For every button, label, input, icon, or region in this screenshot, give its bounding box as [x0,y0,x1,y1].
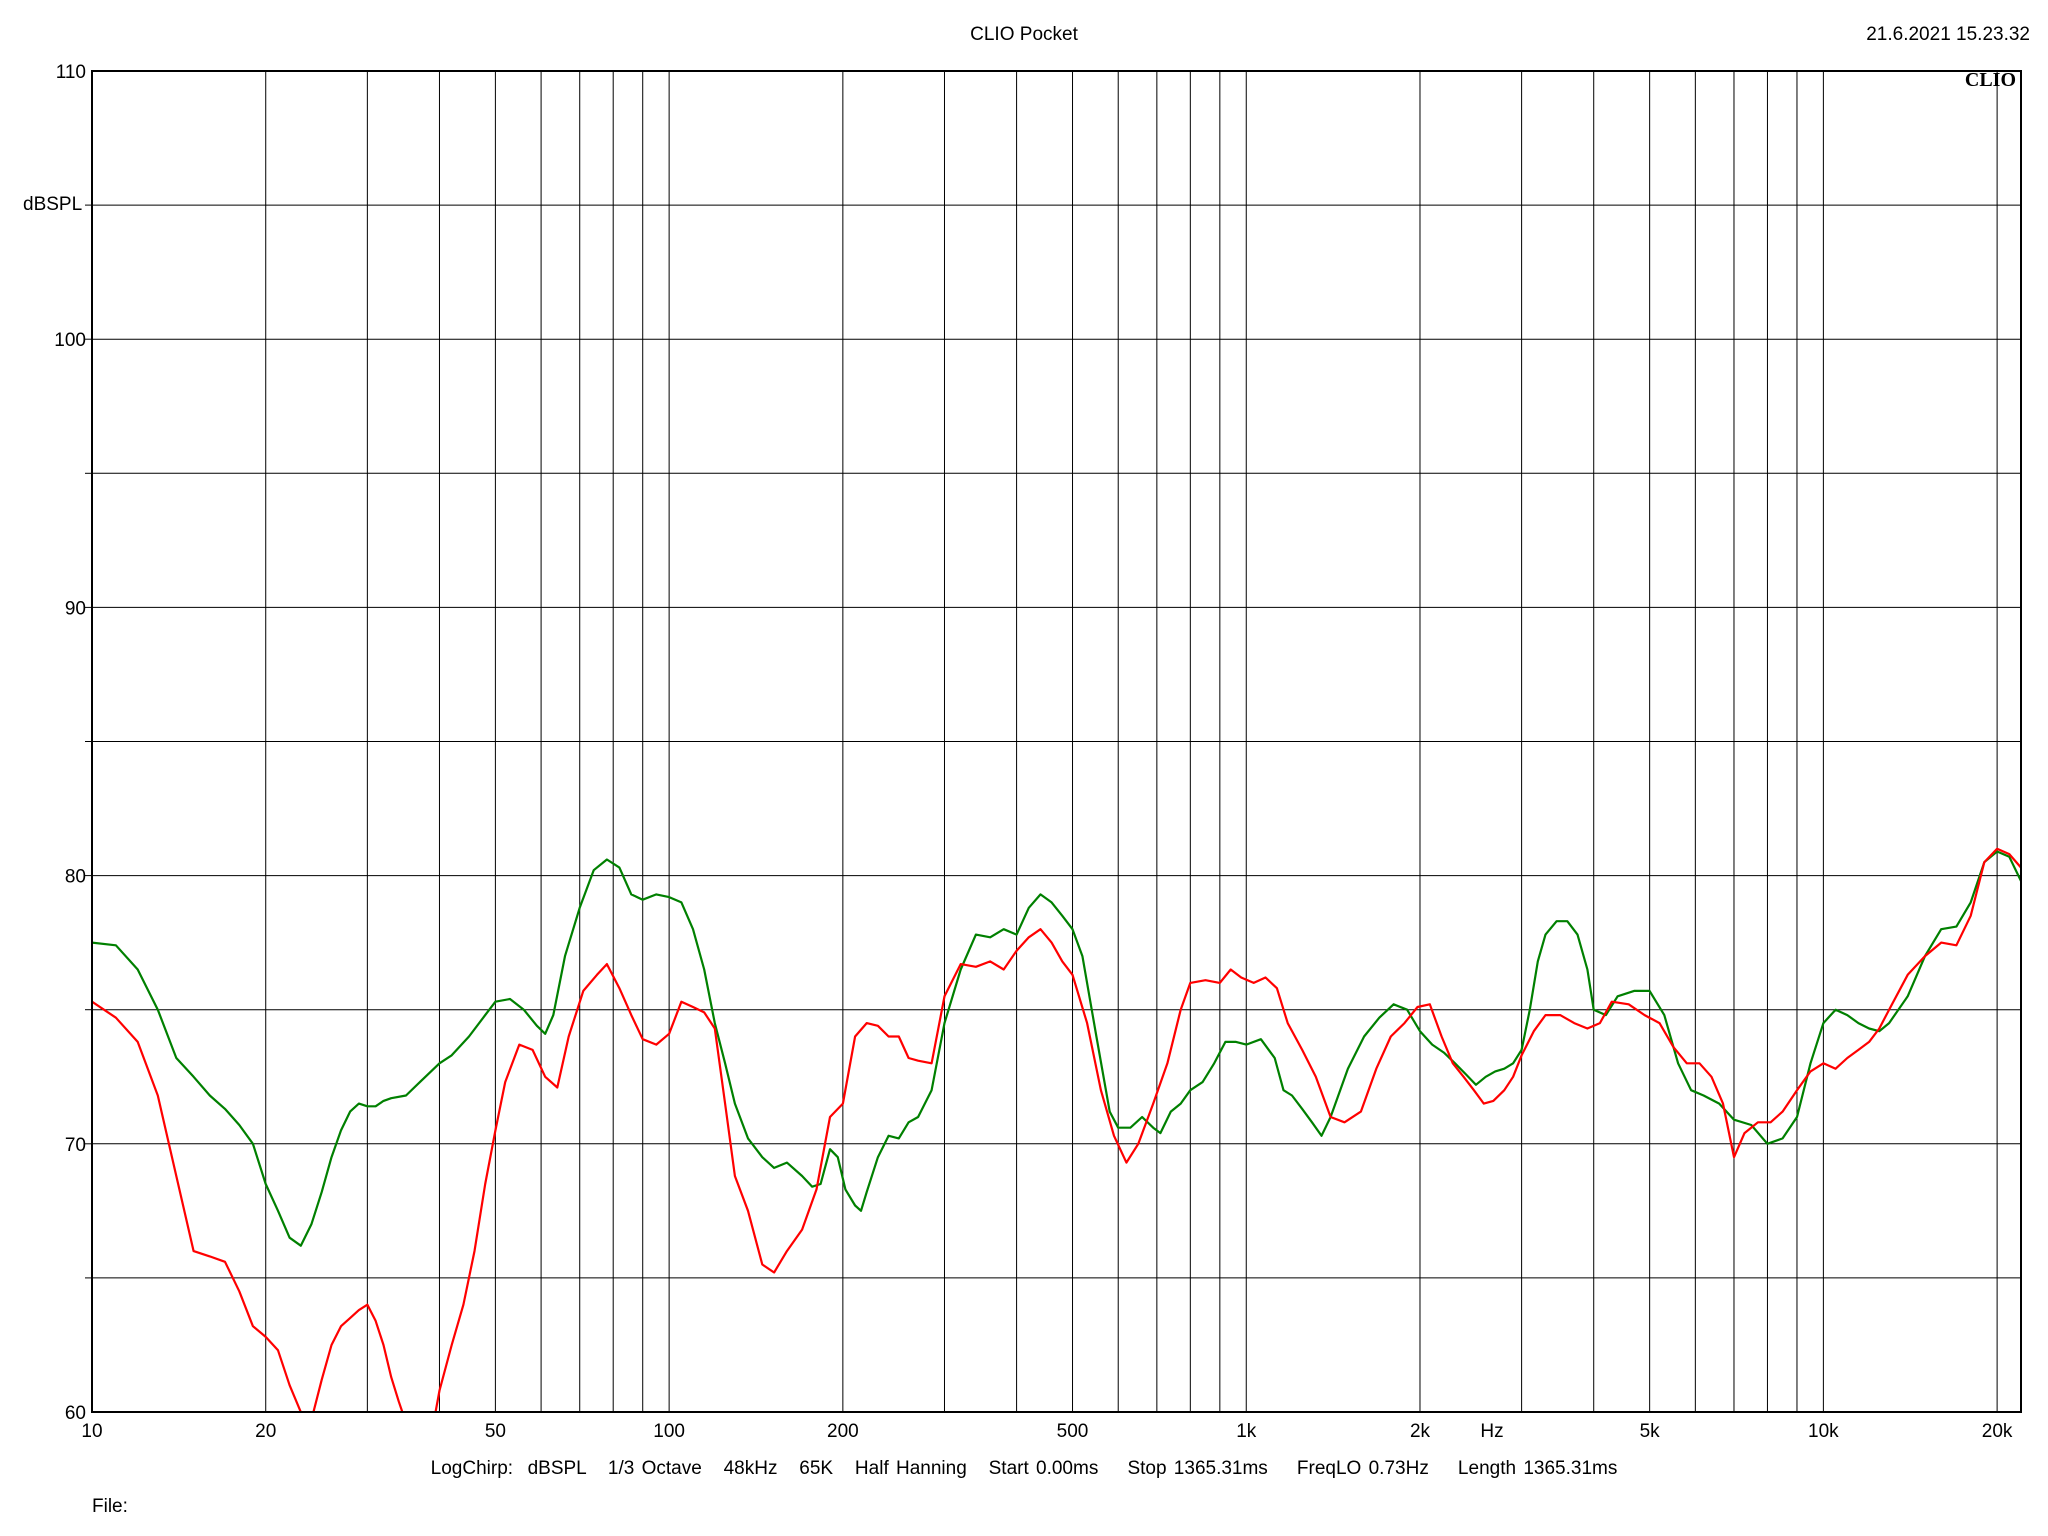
x-tick-label: 10 [81,1421,102,1442]
chart-tick-labels: 10 20 50 100 200 500 1k 2k 5k 10k 20k 60 70 80 90 100 11… [54,62,2013,1442]
x-tick-label: 2k [1410,1421,1431,1442]
chart-plot-area [91,70,2022,1413]
plot-frame [91,70,2022,1413]
y-tick-label: 60 [65,1403,86,1424]
x-tick-label: 1k [1236,1421,1257,1442]
y-tick-label: 100 [54,330,86,351]
timestamp: 21.6.2021 15.23.32 [1866,24,2030,45]
x-tick-label: 200 [827,1421,859,1442]
y-tick-label: 80 [65,867,86,888]
x-tick-label: 5k [1640,1421,1661,1442]
x-tick-label: 50 [485,1421,506,1442]
series-line-green [92,850,2021,1247]
x-tick-label: 100 [653,1421,685,1442]
app-title: CLIO Pocket [970,24,1078,45]
x-tick-label: 500 [1057,1421,1089,1442]
file-label: File: [92,1496,128,1517]
measurement-settings: LogChirp: dBSPL 1/3 Octave 48kHz 65K Hal… [430,1458,1618,1479]
x-tick-label: 20k [1982,1421,2013,1442]
y-tick-label: 70 [65,1135,86,1156]
y-axis-label: dBSPL [23,194,82,215]
clio-logo: CLIO [1965,69,2016,91]
x-tick-label: 10k [1808,1421,1839,1442]
chart-grid [85,71,2021,1412]
series-line-red [92,847,2021,1412]
y-tick-label: 110 [56,62,86,83]
x-tick-label: 20 [255,1421,276,1442]
y-tick-label: 90 [65,598,86,619]
x-axis-label: Hz [1480,1421,1503,1442]
